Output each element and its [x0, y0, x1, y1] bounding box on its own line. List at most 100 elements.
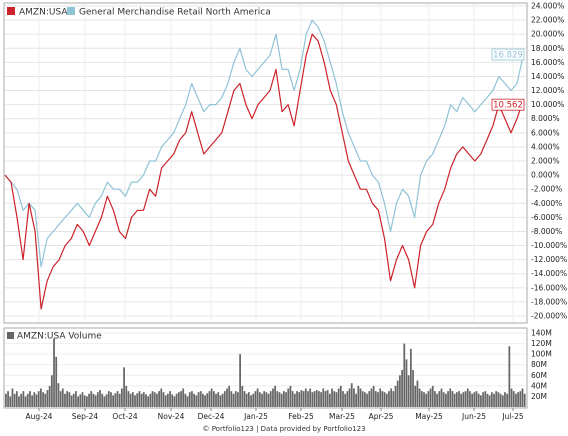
series-line-sector	[4, 19, 524, 268]
volume-bar	[197, 392, 200, 407]
volume-bar	[469, 391, 471, 407]
volume-bar	[392, 391, 395, 407]
volume-bar	[96, 392, 99, 407]
volume-bar	[103, 396, 106, 407]
x-tick-label: Jul-25	[501, 412, 524, 421]
volume-bar	[15, 391, 18, 407]
volume-bar	[94, 395, 97, 407]
x-tick-label: Feb-25	[288, 412, 314, 421]
volume-bar	[20, 393, 23, 407]
volume-bar	[112, 395, 115, 407]
volume-bar	[121, 388, 123, 407]
volume-bar	[412, 370, 414, 407]
volume-bar	[160, 388, 163, 407]
volume-bar	[405, 359, 408, 407]
price-y-tick-label: -12.000%	[531, 255, 567, 264]
x-tick-label: Mar-25	[329, 412, 355, 421]
volume-bar	[118, 393, 121, 407]
volume-bar	[318, 391, 320, 407]
volume-bar	[436, 393, 438, 407]
end-value-tag	[491, 48, 525, 61]
volume-bar	[280, 393, 283, 407]
volume-bar	[309, 388, 312, 407]
volume-bar	[300, 390, 303, 407]
x-tick-label: Aug-24	[26, 412, 53, 421]
volume-bar	[46, 390, 49, 407]
volume-bar	[401, 370, 403, 407]
volume-bar	[59, 391, 62, 407]
volume-y-tick-label: 120M	[531, 339, 552, 348]
volume-bar	[515, 393, 517, 407]
price-y-tick-label: -18.000%	[531, 297, 567, 306]
volume-bar	[175, 393, 178, 407]
volume-bar	[368, 391, 371, 407]
volume-bar	[191, 391, 193, 407]
volume-bar	[110, 392, 112, 407]
volume-bar	[499, 393, 502, 407]
volume-bar	[61, 388, 64, 407]
volume-bar	[212, 391, 215, 407]
volume-bar	[11, 388, 14, 407]
volume-bar	[129, 393, 132, 407]
volume-bar	[418, 388, 421, 407]
volume-bar	[361, 391, 364, 407]
volume-bar	[331, 388, 333, 407]
price-series-lines	[4, 19, 524, 310]
volume-bar	[344, 393, 347, 407]
volume-bar	[99, 390, 101, 407]
volume-bar	[37, 391, 40, 407]
volume-bar	[53, 338, 55, 407]
volume-bar	[182, 388, 185, 407]
volume-bar	[162, 392, 165, 407]
volume-bar	[370, 388, 373, 407]
volume-bar	[480, 395, 482, 407]
price-y-tick-label: -4.000%	[531, 199, 562, 208]
volume-bar	[151, 391, 154, 407]
volume-bar	[193, 393, 196, 407]
x-axis: Aug-24 Sep-24 Oct-24 Nov-24 Dec-24 Jan-25 Feb-…	[26, 408, 524, 421]
price-y-tick-label: 12.000%	[531, 86, 564, 95]
volume-bar	[423, 392, 425, 407]
volume-bar	[149, 393, 152, 407]
volume-bar	[142, 392, 145, 407]
volume-bar	[291, 391, 294, 407]
volume-bar	[29, 391, 31, 407]
volume-bar	[55, 356, 58, 407]
volume-bar	[140, 393, 143, 407]
volume-bar	[333, 391, 336, 407]
volume-bar	[285, 392, 287, 407]
volume-bar	[237, 392, 239, 407]
volume-bar	[101, 393, 104, 407]
volume-bar	[256, 388, 259, 407]
volume-bar	[339, 385, 342, 407]
volume-bar	[48, 385, 51, 407]
volume-bar	[26, 393, 29, 407]
volume-bar	[138, 391, 141, 407]
volume-bar	[57, 383, 60, 407]
volume-bar	[66, 391, 69, 407]
volume-bar	[523, 393, 526, 407]
volume-bar	[274, 385, 277, 407]
volume-bar	[379, 388, 382, 407]
volume-bar	[501, 395, 504, 407]
price-panel	[3, 2, 528, 324]
volume-bar	[131, 392, 134, 407]
volume-bar	[33, 392, 36, 407]
volume-bar	[451, 391, 454, 407]
volume-bar	[31, 395, 34, 407]
volume-bar	[283, 391, 285, 407]
price-y-tick-label: 20.000%	[531, 30, 564, 39]
legend: AMZN:USA General Merchandise Retail Nort…	[7, 7, 271, 18]
volume-bar	[276, 391, 279, 407]
volume-bar	[239, 354, 241, 407]
volume-bar	[215, 393, 217, 407]
volume-bar	[269, 391, 272, 407]
volume-bar	[265, 392, 268, 407]
volume-bar	[521, 388, 524, 407]
volume-bar	[289, 385, 292, 407]
volume-bar	[445, 393, 447, 407]
volume-bar	[125, 385, 128, 407]
series-line-amzn	[4, 33, 524, 310]
